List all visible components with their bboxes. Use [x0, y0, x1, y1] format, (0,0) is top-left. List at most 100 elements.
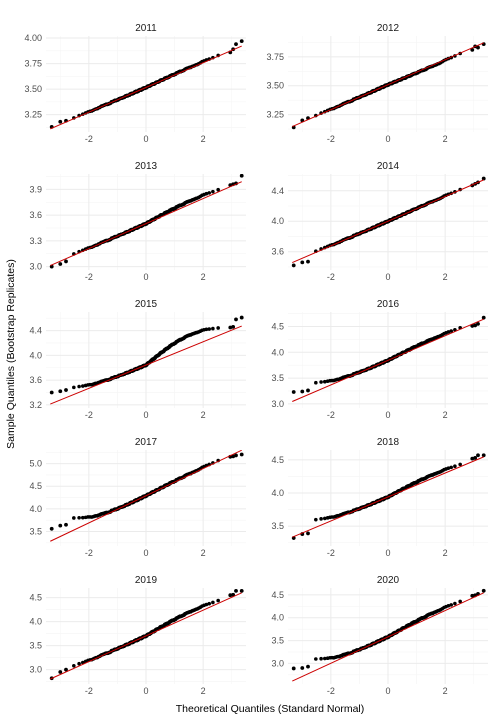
qq-point — [64, 259, 68, 264]
y-tick-label: 4.5 — [29, 481, 42, 491]
facet-panel: 2019 3.0 3.5 4.0 4.5 -2 0 2 — [29, 575, 246, 696]
y-tick-label: 4.0 — [29, 617, 42, 627]
qq-point — [291, 390, 296, 394]
y-tick-label: 4.0 — [29, 504, 42, 514]
qq-reference-line — [50, 181, 242, 267]
panel-grid — [46, 312, 246, 408]
facet-strip-label: 2012 — [377, 23, 400, 34]
qq-point — [207, 601, 212, 606]
qq-point — [291, 666, 296, 671]
y-tick-label: 3.6 — [271, 247, 284, 257]
y-tick-label: 3.25 — [266, 110, 284, 120]
qq-point — [216, 326, 220, 330]
qq-point — [291, 263, 296, 268]
facet-strip-label: 2016 — [377, 299, 400, 310]
facet-panel: 2018 3.5 4.0 4.5 -2 0 2 — [271, 437, 488, 558]
y-tick-label: 3.5 — [271, 521, 284, 531]
y-tick-label: 3.75 — [266, 52, 284, 62]
qq-point — [473, 323, 478, 328]
y-tick-label: 3.0 — [271, 399, 284, 409]
x-tick-label: -2 — [327, 548, 335, 558]
x-tick-label: 0 — [143, 686, 148, 696]
qq-point — [306, 531, 310, 536]
x-tick-label: 0 — [385, 134, 390, 144]
panel-grid — [46, 588, 246, 684]
y-tick-label: 3.75 — [24, 59, 42, 69]
x-tick-label: -2 — [327, 272, 335, 282]
qq-reference-line — [50, 450, 242, 542]
x-tick-label: 0 — [385, 686, 390, 696]
qq-point — [72, 664, 76, 668]
qq-point — [80, 515, 85, 520]
qq-point — [239, 588, 244, 593]
qq-point — [64, 667, 68, 672]
x-tick-label: 2 — [443, 548, 448, 558]
qq-point — [314, 380, 318, 385]
qq-point — [300, 666, 305, 670]
facet-strip-label: 2017 — [135, 437, 158, 448]
qq-point — [300, 389, 305, 394]
qq-point — [481, 453, 486, 458]
y-tick-label: 3.2 — [29, 400, 42, 410]
y-tick-label: 3.6 — [29, 210, 42, 220]
x-tick-label: 2 — [201, 410, 206, 420]
qq-reference-line — [292, 42, 484, 127]
x-axis-title: Theoretical Quantiles (Standard Normal) — [176, 703, 365, 715]
qq-point — [228, 325, 233, 330]
y-tick-label: 4.0 — [29, 350, 42, 360]
panel-grid — [46, 174, 246, 270]
qq-point — [319, 656, 323, 661]
qq-point — [204, 602, 209, 607]
qq-reference-line — [50, 45, 242, 130]
x-tick-label: 2 — [443, 134, 448, 144]
x-tick-label: 0 — [385, 410, 390, 420]
qq-point — [49, 390, 54, 395]
y-tick-label: 3.5 — [29, 641, 42, 651]
x-tick-label: 0 — [385, 548, 390, 558]
qq-point — [211, 326, 215, 331]
x-tick-label: 2 — [201, 272, 206, 282]
facet-panel: 2016 3.0 3.5 4.0 4.5 -2 0 2 — [271, 299, 488, 420]
qq-point — [234, 453, 238, 458]
qq-point — [306, 259, 310, 264]
qq-point — [306, 388, 310, 393]
y-tick-label: 3.50 — [266, 81, 284, 91]
qq-point — [476, 45, 480, 50]
facet-panel: 2013 3.0 3.3 3.6 3.9 -2 0 2 — [29, 161, 246, 282]
facet-strip-label: 2020 — [377, 575, 400, 586]
qq-reference-line — [292, 318, 484, 402]
y-tick-label: 4.5 — [29, 593, 42, 603]
sample-points — [49, 39, 244, 129]
y-tick-label: 4.4 — [29, 326, 42, 336]
y-tick-label: 4.5 — [271, 321, 284, 331]
panel-grid — [288, 312, 488, 408]
facet-panel: 2011 3.25 3.50 3.75 4.00 -2 0 2 — [24, 23, 246, 144]
qq-reference-line — [50, 325, 242, 405]
qq-point — [228, 593, 233, 598]
qq-point — [58, 389, 63, 394]
facet-strip-label: 2014 — [377, 161, 400, 172]
x-tick-label: -2 — [85, 686, 93, 696]
x-tick-label: -2 — [327, 134, 335, 144]
x-tick-label: 2 — [443, 686, 448, 696]
y-tick-label: 3.0 — [271, 658, 284, 668]
qq-point — [476, 321, 480, 326]
y-tick-label: 3.5 — [271, 373, 284, 383]
qq-point — [239, 452, 244, 457]
x-tick-label: 0 — [143, 134, 148, 144]
qq-point — [234, 588, 238, 593]
qq-point — [58, 119, 63, 124]
sample-points — [291, 588, 486, 671]
facet-panel: 2014 3.6 4.0 4.4 -2 0 2 — [271, 161, 488, 282]
x-tick-label: -2 — [327, 410, 335, 420]
qq-point — [239, 39, 244, 44]
y-tick-label: 4.4 — [271, 186, 284, 196]
facet-panel: 2015 3.2 3.6 4.0 4.4 -2 0 2 — [29, 299, 246, 420]
qq-point — [77, 661, 81, 666]
y-tick-label: 4.0 — [271, 347, 284, 357]
qq-point — [470, 593, 475, 598]
facet-panel: 2020 3.0 3.5 4.0 4.5 -2 0 2 — [271, 575, 488, 696]
x-tick-label: 2 — [443, 410, 448, 420]
qq-reference-line — [292, 592, 484, 682]
